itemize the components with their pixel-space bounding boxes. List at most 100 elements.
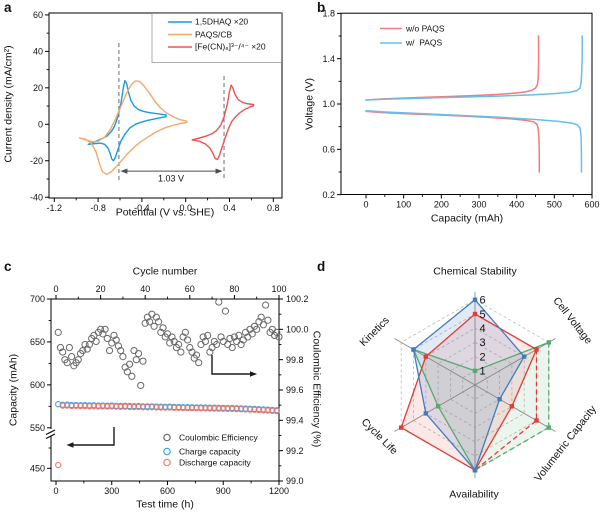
c-ce-point	[137, 381, 145, 390]
a-legend-item-ferricyanide: [Fe(CN)₆]³⁻/⁴⁻ ×20	[195, 41, 266, 52]
c-time-tick-label: 300	[104, 486, 119, 496]
c-discharge-point	[90, 403, 98, 410]
c-ce-point	[128, 372, 136, 380]
c-ce-point	[199, 333, 207, 341]
d-edge-blue	[425, 412, 476, 471]
c-ce-point	[79, 346, 87, 355]
c-ce-point	[85, 340, 94, 349]
c-ce-point	[63, 359, 71, 367]
c-ce-point	[123, 368, 131, 376]
c-ce-point	[226, 334, 234, 343]
c-discharge-point	[86, 403, 93, 410]
d-marker-red	[472, 311, 478, 317]
c-cycle-tick-label: 20	[96, 284, 106, 294]
c-ce-point	[154, 318, 163, 326]
c-time-tick-label: 900	[216, 486, 231, 496]
c-ce-point	[105, 346, 114, 355]
a-legend-frame	[151, 13, 282, 63]
c-discharge-point	[229, 405, 236, 413]
c-arrow-to-right-axis	[211, 355, 250, 375]
c-ce-tick-label: 99.8	[286, 355, 304, 365]
c-discharge-point	[166, 404, 173, 411]
c-ce-point	[253, 325, 261, 333]
c-ce-point	[159, 324, 167, 332]
d-marker-red	[399, 425, 404, 430]
c-ce-point	[92, 337, 100, 346]
c-discharge-point	[117, 403, 124, 410]
c-ce-point	[183, 336, 192, 344]
b-y-axis-title: Voltage (V)	[303, 78, 316, 130]
c-ce-point	[257, 313, 265, 321]
c-capacity-tick-label: 650	[30, 337, 45, 347]
c-x-axis-title-bottom: Test time (h)	[136, 498, 194, 511]
c-ce-point	[273, 328, 281, 336]
c-ce-point	[56, 343, 65, 352]
b-curve-2	[365, 35, 583, 101]
c-ce-point	[235, 331, 243, 339]
d-marker-blue	[521, 354, 527, 359]
c-discharge-point	[179, 404, 187, 412]
d-edge-red	[400, 356, 427, 428]
c-time-tick-label: 1200	[269, 486, 289, 496]
c-ce-tick-label: 99.4	[286, 416, 304, 426]
c-discharge-point	[171, 404, 178, 411]
c-ce-tick-label: 100.0	[286, 325, 309, 335]
b-curve-3	[365, 110, 583, 173]
c-ce-point	[103, 334, 111, 343]
c-cycle-tick-label: 60	[185, 284, 195, 294]
c-ce-point	[157, 328, 165, 336]
c-legend-marker-0	[163, 433, 171, 442]
a-ytick-label: 0	[38, 120, 43, 130]
c-ce-point	[197, 340, 205, 349]
c-discharge-point	[211, 405, 218, 412]
c-legend-item-charge: Charge capacity	[179, 446, 241, 457]
c-ce-point	[114, 342, 123, 350]
c-ce-point	[217, 333, 225, 341]
c-capacity-tick-label: 700	[30, 294, 45, 304]
c-ce-point	[112, 336, 120, 344]
c-ce-point	[181, 328, 189, 336]
b-legend-item-w-paqs: w/ PAQS	[406, 37, 443, 48]
d-marker-red	[509, 404, 515, 409]
c-ce-point	[212, 340, 221, 349]
d-fill-blue	[413, 299, 525, 471]
c-ce-point	[150, 322, 158, 330]
d-edge-blue	[412, 349, 427, 414]
a-ytick-label: 20	[33, 83, 43, 93]
d-scale-number: 1	[480, 366, 486, 378]
c-ce-point	[166, 339, 174, 347]
c-y-axis-title-left: Capacity (mAh)	[7, 353, 20, 427]
c-ce-point	[68, 353, 76, 361]
d-marker-red	[534, 418, 539, 423]
c-discharge-point	[55, 461, 62, 469]
b-plot-frame	[340, 12, 593, 196]
c-ce-point	[262, 301, 270, 309]
c-ce-tick-label: 99.2	[286, 446, 304, 456]
c-ce-point	[275, 333, 283, 341]
a-xtick-label: -1.2	[47, 203, 63, 213]
a-ytick-label: -40	[30, 192, 43, 202]
c-ce-point	[54, 328, 62, 336]
a-ytick-label: 40	[33, 47, 43, 57]
c-ce-point	[152, 313, 160, 321]
c-discharge-point	[77, 402, 84, 410]
d-marker-green	[435, 404, 441, 409]
c-cycle-tick-label: 0	[53, 284, 58, 294]
c-discharge-point	[126, 403, 133, 411]
d-scale-number: 5	[480, 309, 486, 321]
c-discharge-point	[237, 406, 245, 413]
a-x-axis-title: Potential (V vs. SHE)	[115, 206, 215, 219]
c-ce-point	[134, 349, 143, 358]
c-discharge-point	[184, 404, 191, 412]
d-marker-green	[546, 340, 551, 345]
a-cv-curve-1	[78, 80, 188, 176]
c-discharge-point	[148, 404, 156, 411]
panel-d-letter: d	[317, 259, 326, 274]
c-ce-point	[97, 325, 105, 333]
c-discharge-point	[72, 402, 80, 409]
c-discharge-point	[81, 402, 89, 410]
b-x-axis-title: Capacity (mAh)	[430, 212, 504, 225]
c-ce-point	[125, 360, 134, 368]
c-ce-point	[74, 356, 82, 364]
d-axis-label-chemical-stability: Chemical Stability	[433, 265, 517, 278]
